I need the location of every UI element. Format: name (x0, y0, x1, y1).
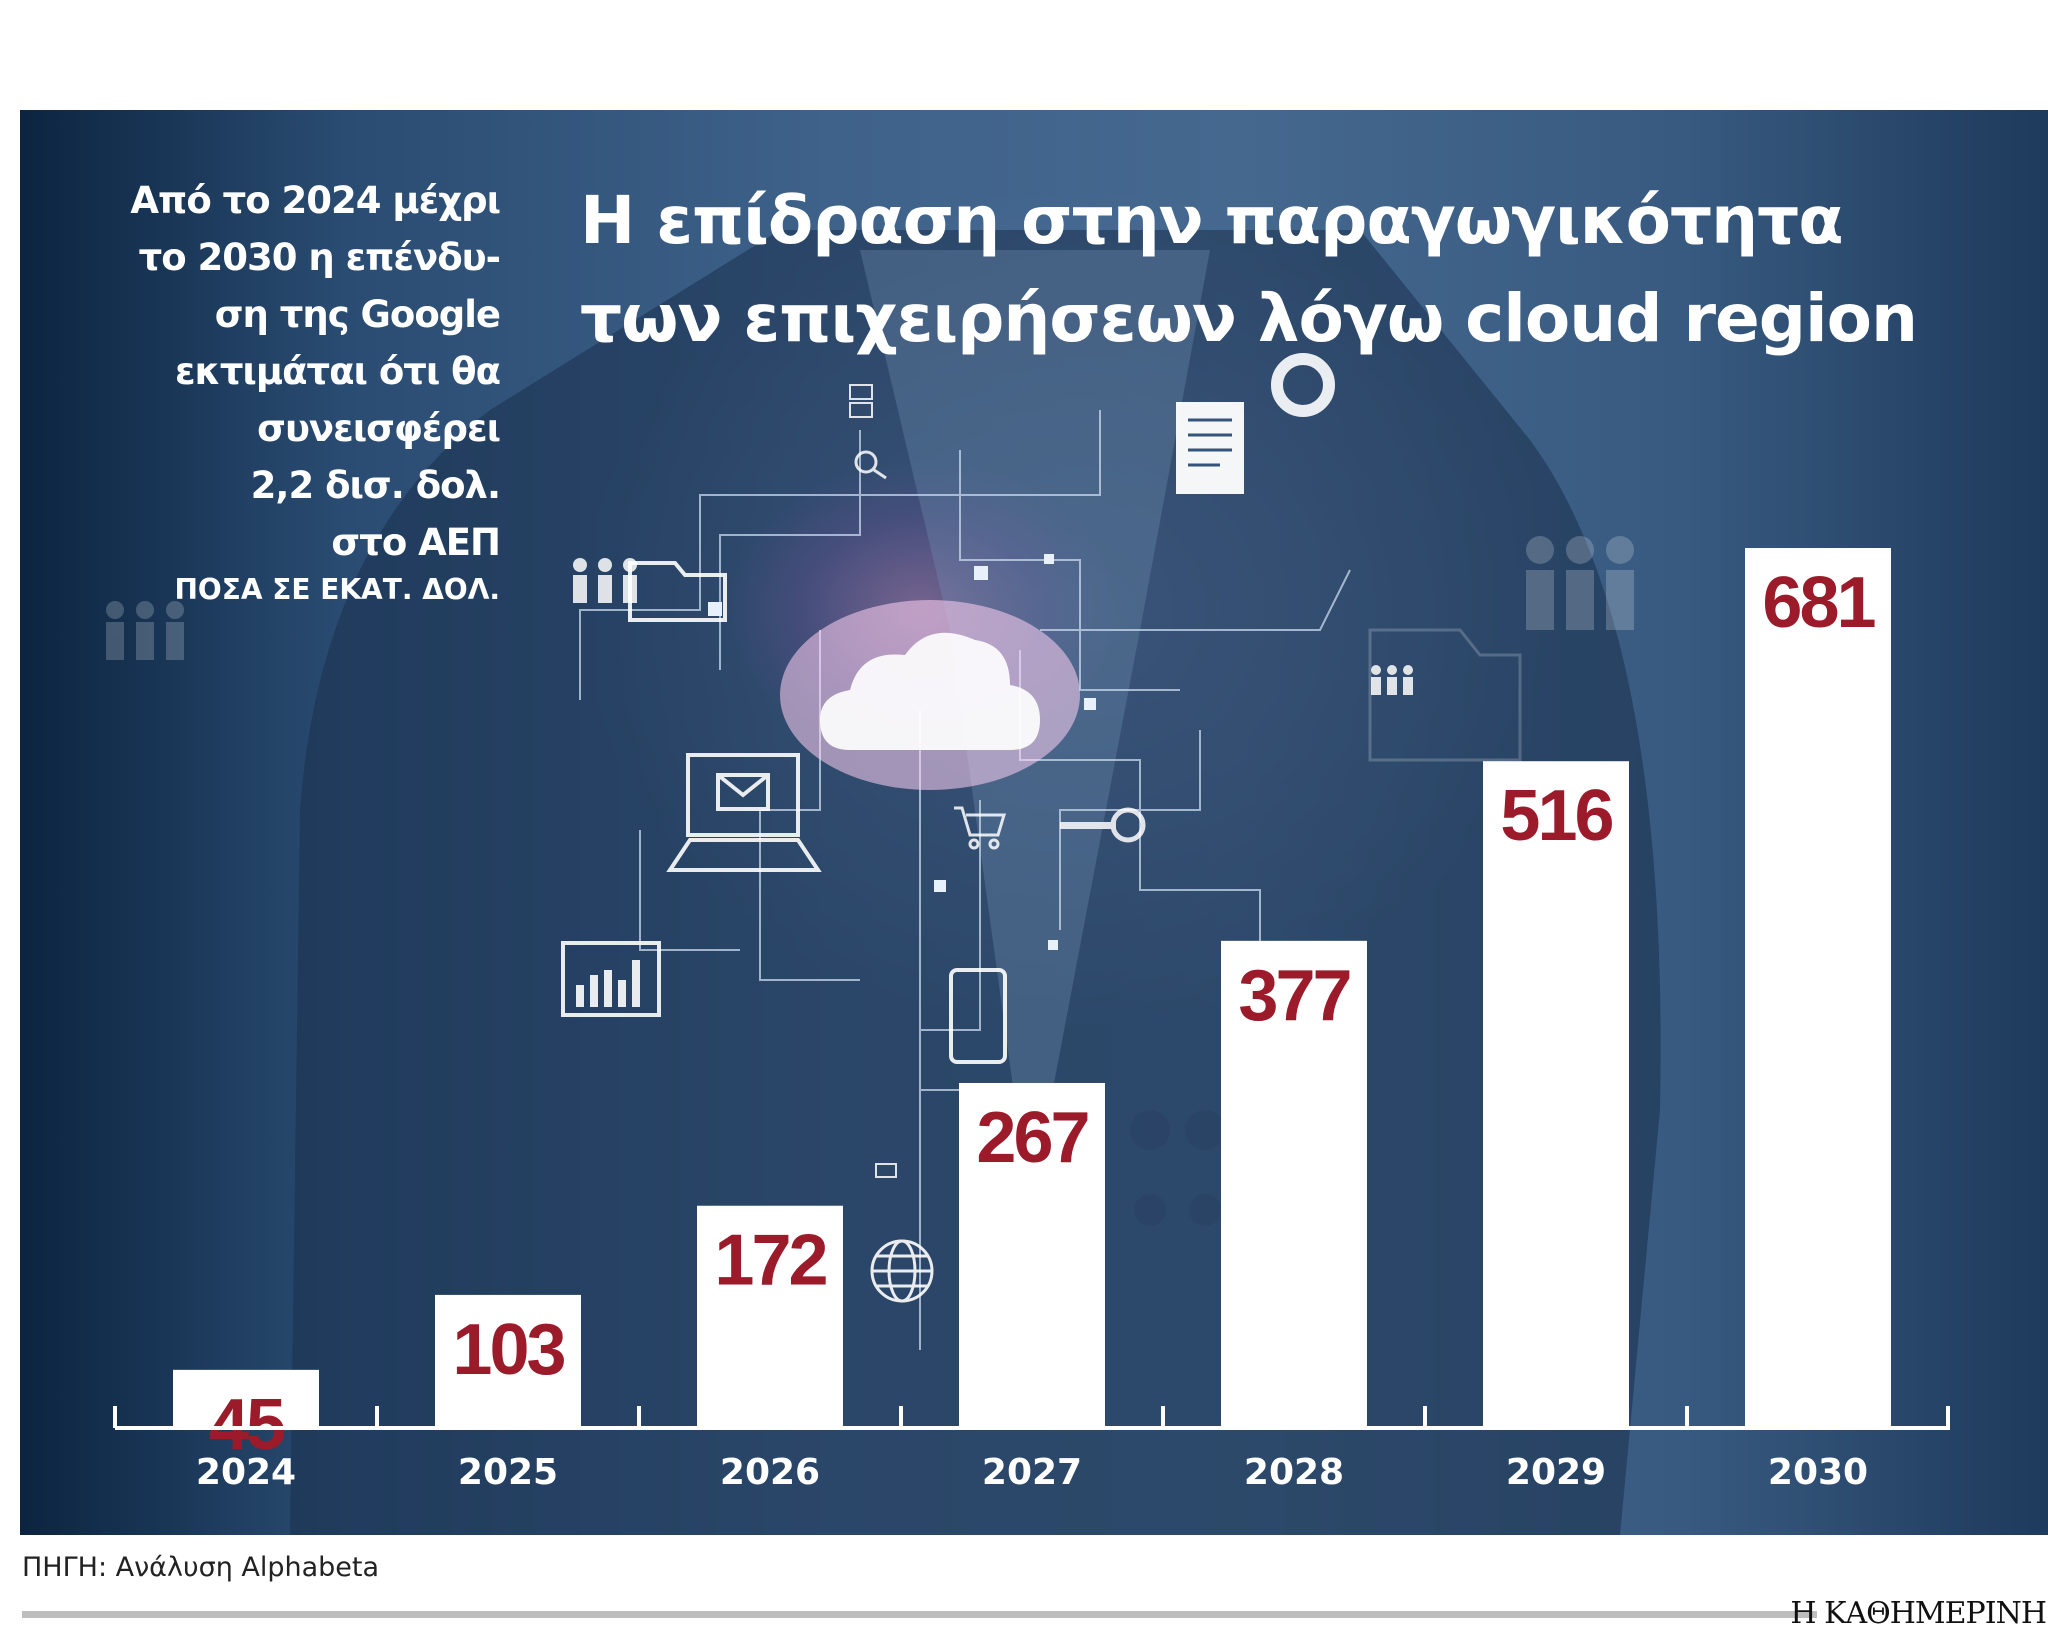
document-icon (1176, 402, 1244, 494)
bar-2030 (1745, 548, 1891, 1428)
search-globe-icon (854, 450, 887, 480)
shopping-cart-icon (954, 806, 1007, 850)
value-label-2029: 516 (1500, 776, 1612, 856)
value-label-2025: 103 (452, 1310, 564, 1390)
people-icon (573, 558, 637, 603)
x-tick-label-2026: 2026 (720, 1452, 820, 1493)
people-icon (1371, 665, 1413, 695)
source-credit: ΠΗΓΗ: Ανάλυση Alphabeta (22, 1552, 380, 1583)
value-label-2027: 267 (976, 1098, 1087, 1178)
suit-buttons (1130, 1110, 1225, 1226)
envelope-icon (849, 384, 873, 418)
intro-text: Από το 2024 μέχρι το 2030 η επένδυ- ση τ… (80, 172, 501, 571)
intro-line: συνεισφέρει (257, 407, 501, 450)
chart-panel: 45 2024 103 2025 172 2026 267 2027 377 2028 516 202… (20, 110, 2048, 1535)
value-label-2024: 45 (209, 1385, 285, 1465)
value-label-2030: 681 (1762, 563, 1875, 643)
globe-icon (870, 1239, 934, 1303)
bar-2024 (173, 1369, 319, 1428)
folder-icon (1368, 628, 1522, 762)
bar-2028 (1221, 940, 1367, 1428)
bar-chart-icon (561, 941, 661, 1017)
folder-icon (628, 561, 727, 622)
value-label-2028: 377 (1238, 956, 1349, 1036)
bar-2025 (435, 1294, 581, 1428)
key-icon (1060, 807, 1146, 843)
intro-line: ση της Google (214, 293, 501, 336)
pie-ring-icon (1271, 353, 1335, 417)
phone-icon (949, 968, 1007, 1064)
cloud-icon (820, 632, 1040, 750)
x-tick-label-2028: 2028 (1244, 1452, 1344, 1493)
people-icon (1526, 536, 1634, 630)
x-tick-label-2025: 2025 (458, 1452, 558, 1493)
laptop-icon (666, 753, 822, 872)
intro-line: στο ΑΕΠ (331, 521, 501, 564)
footer-divider (22, 1611, 1817, 1618)
intro-line: Από το 2024 μέχρι (130, 179, 501, 222)
intro-line: το 2030 η επένδυ- (138, 236, 501, 279)
bar-2027 (959, 1082, 1105, 1428)
bar-2029 (1483, 761, 1629, 1428)
x-tick-label-2030: 2030 (1768, 1452, 1868, 1493)
unit-label: ΠΟΣΑ ΣΕ ΕΚΑΤ. ΔΟΛ. (174, 573, 500, 606)
intro-line: εκτιμάται ότι θα (174, 350, 501, 393)
x-tick-label-2024: 2024 (196, 1452, 296, 1493)
intro-line: 2,2 δισ. δολ. (250, 464, 501, 507)
title-line-1: Η επίδραση στην παραγωγικότητα (580, 182, 1844, 259)
envelope-icon (875, 1163, 897, 1178)
publisher-logo: Η ΚΑΘΗΜΕΡΙΝΗ (1790, 1596, 2047, 1631)
people-icon (106, 601, 184, 660)
value-label-2026: 172 (714, 1221, 826, 1301)
x-tick-label-2029: 2029 (1506, 1452, 1606, 1493)
circuit-nodes (708, 554, 1096, 950)
chart-title: Η επίδραση στην παραγωγικότητα των επιχε… (580, 172, 2040, 368)
x-tick-label-2027: 2027 (982, 1452, 1082, 1493)
bar-2026 (697, 1205, 843, 1428)
title-line-2: των επιχειρήσεων λόγω cloud region (580, 280, 1918, 357)
